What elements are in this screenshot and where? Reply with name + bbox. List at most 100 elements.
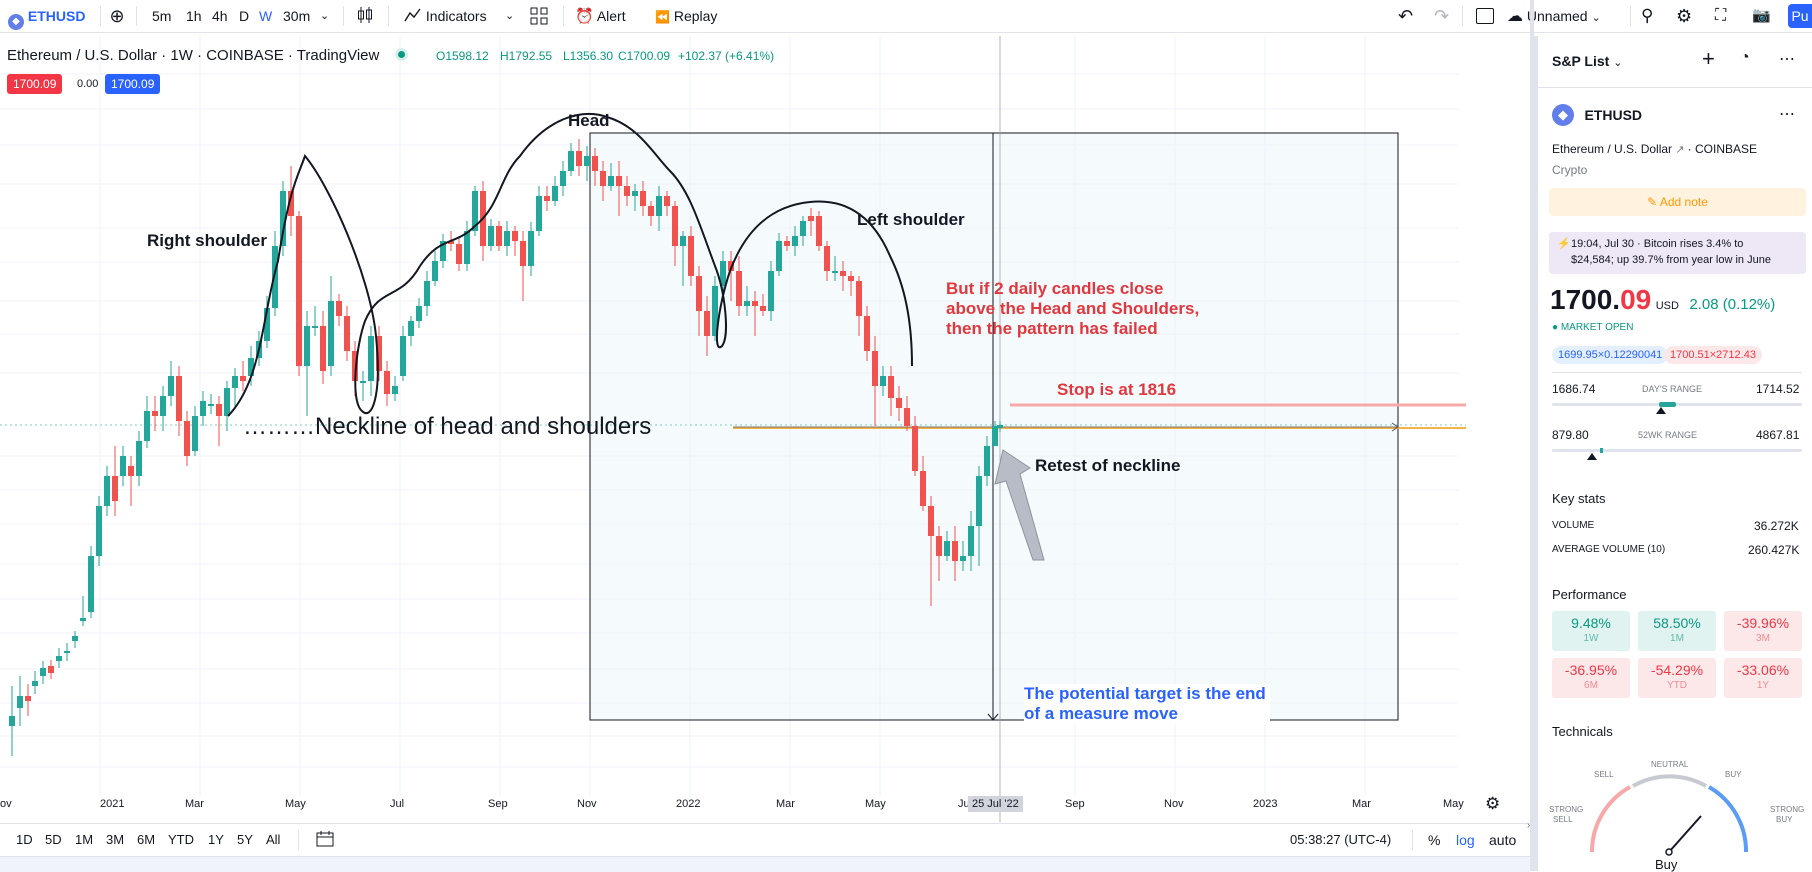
watchlist-selector[interactable]: S&P List ⌄ (1552, 53, 1622, 69)
neckline-label[interactable]: ………Neckline of head and shoulders (243, 413, 652, 440)
fullscreen-icon[interactable]: ⛶ (1715, 7, 1727, 24)
technicals-gauge[interactable]: NEUTRAL SELL BUY STRONG SELL STRONG BUY (1538, 748, 1812, 858)
price-chart[interactable] (0, 36, 1466, 822)
chart-pane[interactable]: USD ⌄6000.005250.004650.004050.003450.00… (0, 36, 1466, 822)
candle (128, 456, 134, 506)
time-axis[interactable]: ov 2021 Mar May Jul Sep Nov 2022 Mar May Ju 25 Jul … (0, 792, 1466, 816)
time-axis-settings-gear-icon[interactable]: ⚙ (1485, 794, 1501, 813)
candle-body (936, 536, 942, 556)
candle-body (248, 358, 254, 376)
external-link-icon[interactable]: ↗ (1675, 144, 1688, 156)
ask-badge[interactable]: 1700.51×2712.43 (1664, 346, 1762, 364)
chevron-down-icon: ⌄ (1591, 12, 1601, 24)
fullscreen-frame-icon[interactable] (1476, 0, 1494, 32)
range-1m[interactable]: 1M (75, 832, 94, 847)
candle (464, 221, 470, 271)
range-all[interactable]: All (266, 832, 281, 847)
performance-title[interactable]: Performance (1552, 587, 1627, 602)
interval-d[interactable]: D (239, 8, 250, 24)
stop-label[interactable]: Stop is at 1816 (1057, 380, 1177, 399)
gear-icon[interactable]: ⚙ (1676, 6, 1693, 26)
interval-w[interactable]: W (259, 8, 273, 24)
news-headline[interactable]: ⚡ 19:04, Jul 30 · Bitcoin rises 3.4% to … (1549, 232, 1806, 274)
range-ytd[interactable]: YTD (168, 832, 194, 847)
exchange-name[interactable]: COINBASE (1695, 142, 1758, 156)
candle-body (832, 271, 838, 273)
percent-scale-toggle[interactable]: % (1428, 832, 1441, 848)
replay-button[interactable]: ⏪ Replay (655, 0, 717, 32)
range-6m[interactable]: 6M (137, 832, 156, 847)
range-1d[interactable]: 1D (16, 832, 33, 847)
chevron-down-icon[interactable]: ⌄ (320, 10, 330, 22)
more-options-icon[interactable]: ⋯ (1779, 106, 1795, 123)
sell-price-button[interactable]: 1700.09 (7, 74, 63, 94)
performance-box-6m[interactable]: -36.95% 6M (1552, 658, 1630, 698)
failure-note[interactable]: But if 2 daily candles close above the H… (946, 279, 1199, 339)
more-options-icon[interactable]: ⋯ (1779, 51, 1795, 68)
publish-button[interactable]: Pu (1788, 4, 1812, 28)
gauge-arc-neutral (1632, 774, 1707, 788)
goto-date-icon[interactable] (316, 824, 334, 856)
alert-button[interactable]: ⏰ Alert (575, 0, 626, 32)
symbol-search[interactable]: ◆ ETHUSD (8, 0, 85, 32)
candle-body (744, 301, 750, 306)
key-stats-title[interactable]: Key stats (1552, 491, 1606, 506)
interval-5m[interactable]: 5m (152, 8, 172, 24)
performance-box-1m[interactable]: 58.50% 1M (1638, 611, 1716, 651)
52wk-low: 879.80 (1552, 428, 1589, 442)
timezone-clock[interactable]: 05:38:27 (UTC-4) (1290, 832, 1392, 847)
symbol-header[interactable]: ◆ ETHUSD (1552, 104, 1642, 126)
candle-body (120, 456, 126, 476)
head-label[interactable]: Head (568, 111, 610, 130)
redo-icon[interactable]: ↷ (1434, 6, 1450, 26)
interval-4h[interactable]: 4h (212, 8, 228, 24)
layout-name-button[interactable]: ☁ Unnamed ⌄ (1507, 0, 1601, 32)
performance-box-ytd[interactable]: -54.29% YTD (1638, 658, 1716, 698)
range-1y[interactable]: 1Y (208, 832, 224, 847)
candle (624, 176, 630, 206)
add-symbol-icon[interactable]: + (1702, 46, 1715, 71)
compare-add-icon[interactable]: ⊕ (109, 6, 125, 26)
performance-box-3m[interactable]: -39.96% 3M (1724, 611, 1802, 651)
technicals-title[interactable]: Technicals (1552, 724, 1613, 739)
buy-price-button[interactable]: 1700.09 (105, 74, 161, 94)
retest-label[interactable]: Retest of neckline (1035, 456, 1181, 475)
candle (304, 311, 310, 416)
chart-legend-title[interactable]: Ethereum / U.S. Dollar · 1W · COINBASE ·… (7, 47, 405, 64)
range-3m[interactable]: 3M (106, 832, 125, 847)
log-scale-toggle[interactable]: log (1456, 832, 1475, 848)
candles-chart-type-icon[interactable] (356, 0, 374, 32)
candle-body (720, 261, 726, 286)
range-5d[interactable]: 5D (45, 832, 62, 847)
technicals-result: Buy (1655, 857, 1678, 872)
panel-divider[interactable] (1530, 0, 1534, 871)
camera-icon[interactable]: 📷 (1752, 7, 1771, 24)
left-shoulder-label[interactable]: Left shoulder (857, 210, 965, 229)
time-axis-label: Jul (390, 798, 405, 810)
collapse-panel-chevron-icon[interactable]: › (1527, 820, 1531, 831)
bid-badge[interactable]: 1699.95×0.12290041 (1552, 346, 1669, 364)
price-axis[interactable]: USD ⌄6000.005250.004650.004050.003450.00… (1458, 36, 1466, 796)
undo-icon[interactable]: ↶ (1398, 6, 1414, 26)
asset-category[interactable]: Crypto (1552, 163, 1588, 177)
add-note-button[interactable]: ✎ Add note (1549, 188, 1806, 216)
chevron-down-icon[interactable]: ⌄ (505, 10, 515, 22)
right-shoulder-label[interactable]: Right shoulder (147, 231, 267, 250)
interval-1h[interactable]: 1h (186, 8, 202, 24)
range-5y[interactable]: 5Y (237, 832, 253, 847)
candle-body (784, 241, 790, 246)
indicators-button[interactable]: Indicators (404, 0, 487, 32)
search-icon[interactable]: ⚲ (1641, 6, 1654, 25)
performance-box-1w[interactable]: 9.48% 1W (1552, 611, 1630, 651)
candle-body (512, 231, 518, 241)
candle (736, 256, 742, 316)
candle-body (128, 466, 134, 476)
candle (200, 391, 206, 426)
performance-box-1y[interactable]: -33.06% 1Y (1724, 658, 1802, 698)
advanced-view-icon[interactable]: ◔ (1740, 49, 1750, 66)
auto-scale-toggle[interactable]: auto (1489, 832, 1517, 848)
candle (408, 316, 414, 346)
interval-30m[interactable]: 30m (283, 8, 311, 24)
layouts-grid-icon[interactable] (530, 0, 548, 32)
target-note[interactable]: The potential target is the end of a mea… (1024, 684, 1270, 724)
